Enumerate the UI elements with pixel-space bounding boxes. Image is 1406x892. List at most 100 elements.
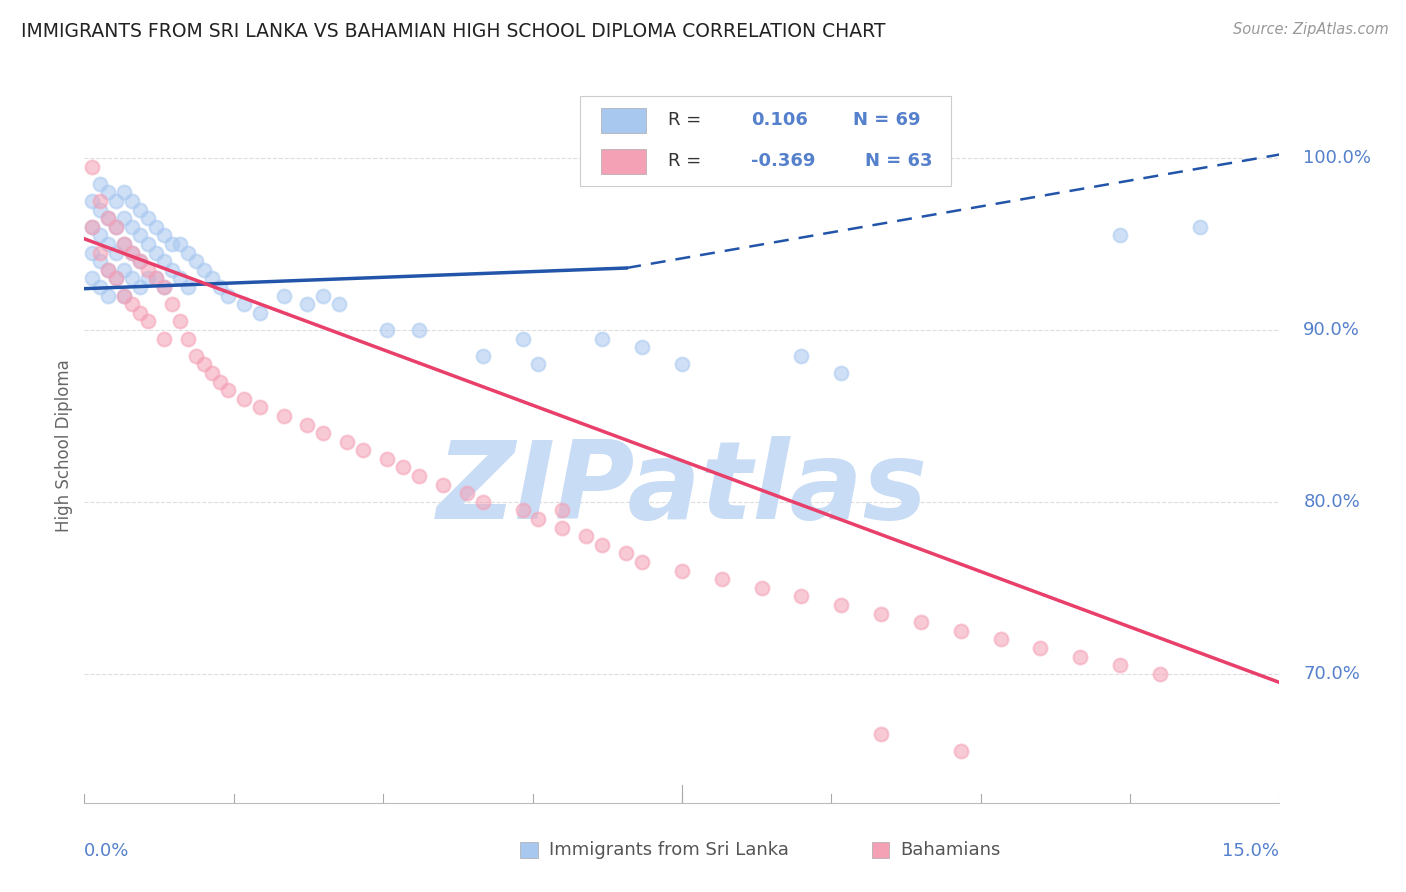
Point [790,349,813,363]
Point [169,271,191,285]
Text: N = 63: N = 63 [865,153,932,170]
Point [82,194,104,208]
Point [136,236,159,251]
Point [129,306,152,320]
Point [249,306,271,320]
Point [1188,219,1211,234]
Point [631,555,654,569]
Point [312,426,335,441]
Point [89,202,111,217]
Text: 15.0%: 15.0% [1222,842,1279,860]
Point [184,349,207,363]
Point [177,245,200,260]
Point [121,245,143,260]
Point [249,401,271,415]
Point [527,512,550,526]
Point [82,219,104,234]
Text: ZIPatlas: ZIPatlas [436,436,928,541]
Point [145,271,167,285]
Bar [872,842,890,858]
Point [375,323,398,337]
Point [870,607,893,621]
Point [1069,649,1091,664]
Point [82,245,104,260]
Point [121,245,143,260]
Point [591,332,613,346]
Point [153,254,176,268]
Point [910,615,932,630]
Point [97,262,120,277]
Point [136,314,159,328]
Point [112,288,135,302]
Point [710,572,733,586]
Point [89,177,111,191]
Point [671,564,693,578]
Point [375,451,398,466]
Bar [520,842,538,858]
Point [631,340,654,354]
Point [112,236,135,251]
Point [129,254,152,268]
Point [97,236,120,251]
Point [408,323,430,337]
Point [160,297,183,311]
Text: Source: ZipAtlas.com: Source: ZipAtlas.com [1233,22,1389,37]
Point [312,288,335,302]
Point [153,280,176,294]
Point [512,503,534,517]
Point [512,332,534,346]
FancyBboxPatch shape [600,108,645,133]
Point [870,727,893,741]
Point [169,236,191,251]
Point [297,297,319,311]
Point [145,219,167,234]
Point [136,271,159,285]
Point [89,228,111,243]
Point [297,417,319,432]
Point [82,160,104,174]
Point [990,632,1012,647]
Point [105,194,128,208]
Point [217,383,239,397]
Point [751,581,773,595]
Point [121,297,143,311]
Point [121,219,143,234]
Point [160,262,183,277]
Point [105,219,128,234]
Point [97,186,120,200]
Point [89,194,111,208]
Point [201,366,224,380]
Point [129,254,152,268]
Point [184,254,207,268]
Point [217,288,239,302]
Point [82,219,104,234]
Point [1149,666,1171,681]
Point [432,477,454,491]
Point [82,271,104,285]
Text: 80.0%: 80.0% [1303,493,1360,511]
Point [201,271,224,285]
Point [97,211,120,226]
Point [551,521,574,535]
Point [575,529,598,543]
Point [105,245,128,260]
Text: Bahamians: Bahamians [901,841,1001,859]
Point [177,280,200,294]
Point [456,486,478,500]
Text: 90.0%: 90.0% [1303,321,1360,339]
Point [121,271,143,285]
Point [208,375,231,389]
Point [1029,641,1052,656]
Point [232,392,254,406]
Point [790,590,813,604]
Point [193,357,215,371]
Point [949,624,972,638]
Point [89,245,111,260]
Point [145,245,167,260]
Point [160,236,183,251]
Point [273,288,295,302]
FancyBboxPatch shape [600,149,645,174]
Point [471,495,494,509]
Point [193,262,215,277]
Point [97,211,120,226]
